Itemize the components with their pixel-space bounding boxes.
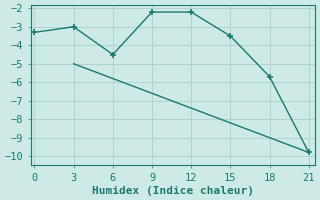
X-axis label: Humidex (Indice chaleur): Humidex (Indice chaleur): [92, 186, 254, 196]
